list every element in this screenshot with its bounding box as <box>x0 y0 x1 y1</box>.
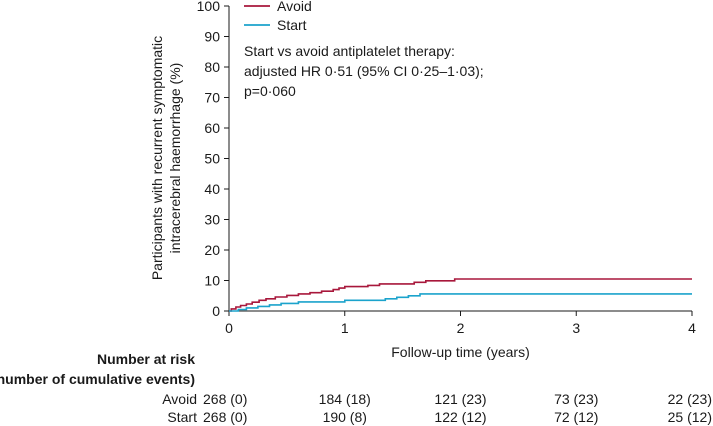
y-tick-label: 0 <box>212 303 220 319</box>
x-tick-label: 2 <box>457 320 465 336</box>
risk-table-cell: 73 (23) <box>554 391 598 407</box>
hr-annotation-line: Start vs avoid antiplatelet therapy: <box>244 43 455 59</box>
y-tick-label: 30 <box>204 212 220 228</box>
y-tick-label: 100 <box>197 0 221 14</box>
risk-table-cell: 72 (12) <box>554 409 598 425</box>
x-axis-label: Follow-up time (years) <box>391 344 529 360</box>
risk-table-cell: 121 (23) <box>434 391 486 407</box>
x-tick-label: 3 <box>572 320 580 336</box>
x-tick-label: 4 <box>688 320 696 336</box>
y-tick-label: 10 <box>204 273 220 289</box>
series-line-avoid <box>229 278 692 312</box>
risk-table-title: (number of cumulative events) <box>0 371 195 387</box>
risk-table-cell: 122 (12) <box>434 409 486 425</box>
risk-table-cell: 268 (0) <box>203 409 247 425</box>
risk-table-cell: 190 (8) <box>323 409 367 425</box>
y-tick-label: 50 <box>204 151 220 167</box>
risk-table-cell: 25 (12) <box>668 409 712 425</box>
y-axis-label: Participants with recurrent symptomatic <box>149 36 165 280</box>
x-tick-label: 0 <box>225 320 233 336</box>
y-tick-label: 60 <box>204 120 220 136</box>
legend-label-start: Start <box>277 17 307 33</box>
legend-label-avoid: Avoid <box>277 0 312 14</box>
y-tick-label: 20 <box>204 242 220 258</box>
y-tick-label: 70 <box>204 90 220 106</box>
y-axis-label: intracerebral haemorrhage (%) <box>167 63 183 254</box>
y-tick-label: 40 <box>204 181 220 197</box>
risk-row-label: Avoid <box>162 391 197 407</box>
risk-table-cell: 22 (23) <box>668 391 712 407</box>
risk-table-cell: 184 (18) <box>319 391 371 407</box>
x-tick-label: 1 <box>341 320 349 336</box>
y-tick-label: 80 <box>204 59 220 75</box>
hr-annotation-line: adjusted HR 0·51 (95% CI 0·25–1·03); <box>244 63 484 79</box>
risk-row-label: Start <box>167 409 197 425</box>
hr-annotation-line: p=0·060 <box>244 83 296 99</box>
series-line-start <box>229 293 692 312</box>
risk-table-title: Number at risk <box>97 351 195 367</box>
risk-table-cell: 268 (0) <box>203 391 247 407</box>
y-tick-label: 90 <box>204 29 220 45</box>
